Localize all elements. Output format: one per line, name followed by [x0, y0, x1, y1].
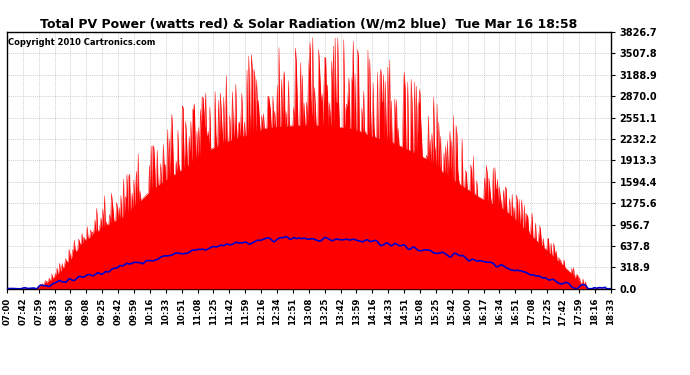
Title: Total PV Power (watts red) & Solar Radiation (W/m2 blue)  Tue Mar 16 18:58: Total PV Power (watts red) & Solar Radia…	[40, 18, 578, 31]
Text: Copyright 2010 Cartronics.com: Copyright 2010 Cartronics.com	[8, 38, 155, 47]
